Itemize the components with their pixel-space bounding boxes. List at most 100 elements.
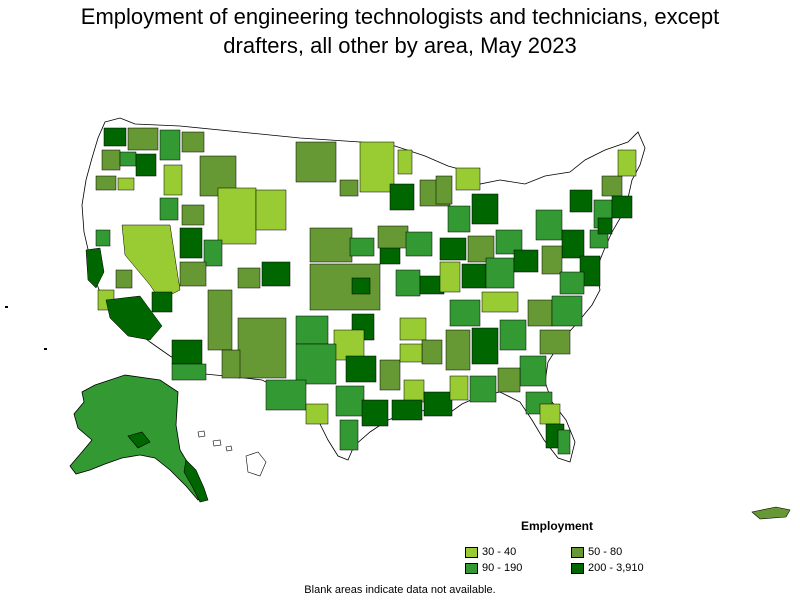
region-area	[445, 329, 471, 371]
legend-title: Employment	[521, 519, 594, 533]
region-area	[309, 263, 381, 311]
region-area	[261, 261, 291, 287]
legend-swatch	[571, 546, 584, 558]
region-area	[221, 349, 241, 379]
alaska-southeast	[183, 459, 209, 503]
region-area	[255, 189, 287, 231]
remote-fragment	[44, 348, 47, 350]
footnote: Blank areas indicate data not available.	[304, 584, 496, 596]
region-area	[439, 237, 467, 261]
region-area	[181, 131, 205, 153]
region-area	[471, 327, 499, 365]
region-area	[539, 329, 571, 355]
region-area	[333, 329, 365, 361]
region-area	[397, 149, 413, 175]
region-area	[135, 153, 157, 177]
region-area	[535, 209, 563, 241]
region-area	[561, 229, 585, 259]
region-area	[159, 129, 181, 161]
region-area	[127, 127, 159, 151]
region-area	[181, 204, 205, 226]
region-area	[557, 429, 571, 455]
region-area	[309, 227, 353, 263]
region-area	[119, 151, 137, 167]
region-area	[539, 403, 561, 425]
region-area	[335, 385, 365, 417]
region-area	[237, 317, 287, 379]
legend-item-30-40: 30 - 40	[465, 546, 516, 558]
region-area	[513, 249, 539, 273]
map-title-line-1: Employment of engineering technologists …	[80, 4, 720, 29]
employment-regions	[85, 127, 637, 455]
region-area	[601, 175, 623, 197]
region-area	[377, 225, 409, 249]
region-area	[481, 291, 519, 313]
region-area	[395, 269, 421, 297]
region-area	[421, 339, 443, 365]
remote-fragment	[5, 306, 8, 308]
legend-label: 200 - 3,910	[588, 562, 644, 574]
region-area	[379, 359, 401, 391]
region-area	[467, 235, 495, 263]
region-area	[579, 255, 601, 287]
region-area	[171, 339, 203, 365]
region-area	[171, 363, 207, 381]
region-area	[351, 277, 371, 295]
region-area	[471, 193, 499, 225]
alaska-anchorage	[127, 431, 151, 449]
region-area	[519, 355, 547, 387]
map-title: Employment of engineering technologists …	[0, 2, 800, 60]
legend-label: 50 - 80	[588, 546, 623, 558]
region-area	[359, 141, 395, 193]
region-area	[455, 167, 481, 191]
region-area	[597, 217, 613, 235]
region-area	[115, 269, 133, 289]
legend-label: 30 - 40	[482, 546, 517, 558]
map-title-line-2: drafters, all other by area, May 2023	[223, 33, 577, 58]
region-area	[105, 295, 163, 341]
region-area	[103, 127, 127, 147]
region-area	[617, 149, 637, 177]
hawaii-islands	[197, 430, 267, 477]
region-area	[435, 175, 453, 205]
legend-item-200-3910: 200 - 3,910	[571, 562, 644, 574]
region-area	[217, 187, 257, 245]
region-area	[95, 175, 117, 191]
region-area	[159, 197, 179, 221]
region-area	[117, 177, 135, 191]
legend-swatch	[465, 546, 478, 558]
region-area	[611, 195, 633, 219]
region-area	[95, 229, 111, 247]
region-area	[339, 419, 359, 451]
region-area	[163, 164, 183, 196]
region-area	[345, 355, 377, 383]
region-area	[295, 315, 329, 345]
region-area	[469, 375, 497, 403]
region-area	[449, 299, 481, 327]
legend-swatch	[571, 562, 584, 574]
region-area	[541, 245, 563, 275]
puerto-rico	[751, 506, 791, 520]
region-area	[237, 267, 261, 289]
region-area	[339, 179, 359, 197]
region-area	[399, 317, 427, 341]
region-area	[423, 391, 453, 417]
region-area	[551, 295, 583, 327]
region-area	[559, 271, 585, 295]
legend-label: 90 - 190	[482, 562, 523, 574]
legend-item-90-190: 90 - 190	[465, 562, 522, 574]
legend-swatch	[465, 562, 478, 574]
region-area	[203, 239, 223, 267]
region-area	[439, 261, 461, 293]
region-area	[179, 261, 207, 287]
region-area	[485, 257, 515, 289]
region-area	[497, 367, 521, 393]
region-area	[207, 289, 233, 351]
legend-item-50-80: 50 - 80	[571, 546, 622, 558]
region-area	[151, 291, 173, 313]
region-area	[449, 375, 469, 401]
region-area	[391, 399, 423, 421]
region-area	[295, 343, 337, 385]
region-area	[305, 403, 329, 425]
